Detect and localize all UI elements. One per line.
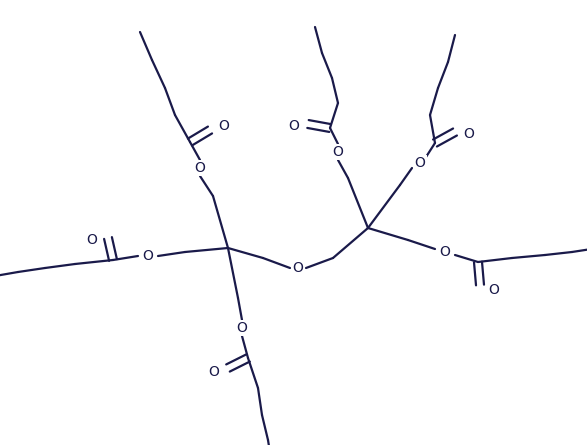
Text: O: O: [414, 156, 426, 170]
Text: O: O: [86, 233, 97, 247]
Text: O: O: [333, 145, 343, 159]
Text: O: O: [440, 245, 450, 259]
Text: O: O: [289, 119, 299, 133]
Text: O: O: [237, 321, 248, 335]
Text: O: O: [292, 261, 303, 275]
Text: O: O: [143, 249, 153, 263]
Text: O: O: [194, 161, 205, 175]
Text: O: O: [464, 127, 474, 141]
Text: O: O: [218, 119, 230, 133]
Text: O: O: [488, 283, 500, 297]
Text: O: O: [208, 365, 220, 379]
